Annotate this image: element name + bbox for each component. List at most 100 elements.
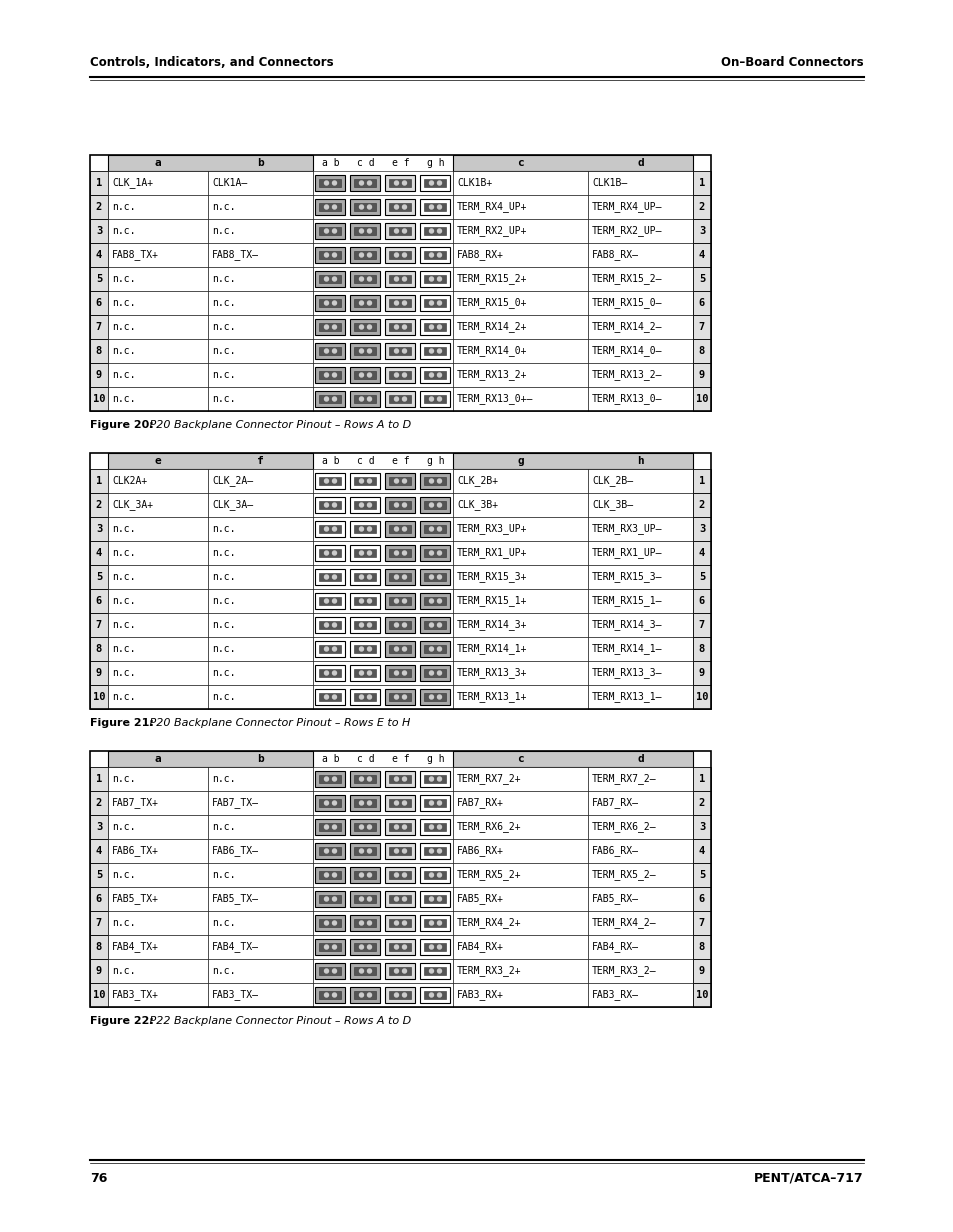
Text: TERM_RX14_1–: TERM_RX14_1– [592, 643, 661, 654]
Bar [453, 791, 587, 816]
Text: d: d [637, 754, 643, 764]
Bar [355, 669, 376, 678]
Bar [385, 246, 416, 262]
Text: FAB8_TX–: FAB8_TX– [212, 250, 258, 260]
Bar [420, 795, 450, 811]
Bar [315, 617, 345, 633]
Circle shape [437, 349, 441, 354]
Bar [315, 939, 345, 955]
Bar [385, 915, 416, 931]
Bar [90, 983, 108, 1007]
Bar [424, 299, 446, 307]
Bar [208, 387, 313, 411]
Text: n.c.: n.c. [212, 822, 235, 832]
Circle shape [367, 479, 371, 483]
Text: 5: 5 [95, 274, 102, 285]
Bar [208, 862, 313, 887]
Text: a b: a b [321, 158, 339, 168]
Bar [385, 342, 416, 359]
Circle shape [395, 253, 398, 257]
Text: 8: 8 [699, 346, 704, 356]
Circle shape [429, 873, 433, 877]
Bar [108, 910, 208, 935]
Bar [208, 267, 313, 291]
Text: 7: 7 [699, 322, 704, 331]
Bar [355, 299, 376, 307]
Bar [453, 315, 587, 339]
Bar [208, 469, 313, 493]
Text: 7: 7 [95, 322, 102, 331]
Circle shape [429, 897, 433, 901]
Bar [108, 862, 208, 887]
Text: 5: 5 [95, 870, 102, 880]
Text: TERM_RX14_2+: TERM_RX14_2+ [456, 322, 527, 333]
Bar [108, 614, 208, 637]
Circle shape [395, 695, 398, 699]
Bar [313, 839, 453, 862]
Bar [389, 323, 411, 331]
Bar [385, 819, 416, 835]
Circle shape [402, 349, 406, 354]
Bar [319, 323, 341, 331]
Bar [453, 565, 587, 589]
Circle shape [333, 527, 336, 531]
Circle shape [395, 373, 398, 377]
Bar [587, 685, 692, 708]
Bar [389, 942, 411, 951]
Circle shape [367, 897, 371, 901]
Bar [389, 275, 411, 283]
Circle shape [395, 945, 398, 949]
Bar [424, 227, 446, 235]
Bar [385, 521, 416, 537]
Bar [424, 621, 446, 630]
Bar [313, 958, 453, 983]
Text: n.c.: n.c. [112, 202, 135, 212]
Circle shape [395, 325, 398, 329]
Bar [424, 692, 446, 701]
Bar [385, 963, 416, 979]
Text: 6: 6 [699, 298, 704, 308]
Text: TERM_RX15_3–: TERM_RX15_3– [592, 572, 661, 583]
Bar [108, 839, 208, 862]
Circle shape [437, 849, 441, 853]
Text: 4: 4 [95, 846, 102, 856]
Bar [350, 987, 380, 1003]
Bar [319, 646, 341, 653]
Bar [453, 958, 587, 983]
Text: n.c.: n.c. [112, 298, 135, 308]
Bar [587, 887, 692, 910]
Text: FAB6_RX–: FAB6_RX– [592, 845, 639, 856]
Bar [587, 517, 692, 541]
Text: 2: 2 [95, 798, 102, 808]
Bar [350, 939, 380, 955]
Bar [453, 862, 587, 887]
Bar [587, 243, 692, 267]
Circle shape [359, 551, 363, 554]
Circle shape [437, 479, 441, 483]
Text: Figure 22:: Figure 22: [90, 1016, 153, 1026]
Circle shape [429, 325, 433, 329]
Circle shape [437, 277, 441, 281]
Text: c: c [517, 754, 523, 764]
Circle shape [333, 575, 336, 579]
Bar [420, 939, 450, 955]
Text: n.c.: n.c. [212, 548, 235, 558]
Text: TERM_RX3_UP+: TERM_RX3_UP+ [456, 524, 527, 535]
Bar [420, 963, 450, 979]
Bar [420, 617, 450, 633]
Text: FAB5_RX+: FAB5_RX+ [456, 893, 503, 904]
Circle shape [429, 301, 433, 306]
Text: P22 Backplane Connector Pinout – Rows A to D: P22 Backplane Connector Pinout – Rows A … [146, 1016, 411, 1026]
Circle shape [429, 253, 433, 257]
Circle shape [324, 801, 328, 804]
Bar [424, 967, 446, 975]
Bar [587, 315, 692, 339]
Text: TERM_RX4_UP–: TERM_RX4_UP– [592, 202, 661, 212]
Text: 5: 5 [95, 572, 102, 582]
Circle shape [395, 277, 398, 281]
Bar [350, 391, 380, 407]
Text: n.c.: n.c. [112, 274, 135, 285]
Bar [315, 223, 345, 239]
Bar [319, 227, 341, 235]
Bar [587, 662, 692, 685]
